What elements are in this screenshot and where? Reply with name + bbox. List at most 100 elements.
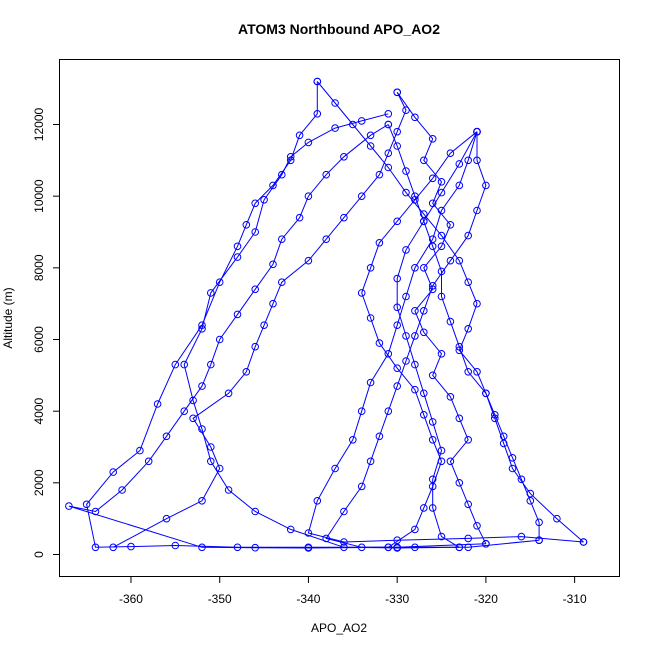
series-line bbox=[183, 113, 460, 549]
series-line bbox=[387, 124, 584, 543]
data-point bbox=[402, 167, 410, 175]
data-point bbox=[207, 457, 215, 466]
data-point bbox=[393, 88, 402, 97]
data-point bbox=[260, 196, 268, 204]
data-point bbox=[162, 432, 171, 441]
data-point bbox=[437, 231, 446, 240]
data-point bbox=[393, 127, 402, 136]
data-point bbox=[464, 231, 473, 240]
data-point bbox=[464, 156, 473, 165]
data-point bbox=[304, 529, 313, 537]
data-point bbox=[215, 464, 224, 473]
data-point bbox=[526, 489, 535, 498]
plot-frame bbox=[59, 59, 620, 577]
data-point bbox=[233, 253, 242, 261]
data-point bbox=[153, 400, 162, 408]
data-point bbox=[393, 303, 402, 312]
data-point bbox=[278, 278, 286, 287]
data-point bbox=[455, 479, 464, 487]
data-point bbox=[384, 543, 393, 552]
series-line bbox=[112, 92, 407, 548]
data-point bbox=[340, 538, 348, 546]
data-point bbox=[144, 457, 153, 466]
data-point bbox=[269, 299, 277, 308]
series-line bbox=[68, 124, 389, 549]
data-point bbox=[198, 425, 206, 433]
data-point bbox=[402, 292, 410, 301]
y-axis: 0 2000 4000 6000 8000 10000 12000 bbox=[32, 107, 60, 558]
data-point bbox=[349, 436, 357, 444]
data-point bbox=[215, 278, 224, 287]
series-line bbox=[325, 131, 540, 548]
data-point bbox=[198, 382, 206, 390]
data-point bbox=[411, 385, 419, 394]
data-point bbox=[393, 544, 402, 552]
data-point bbox=[455, 414, 464, 423]
data-point bbox=[313, 77, 322, 86]
data-point bbox=[464, 543, 473, 552]
data-point bbox=[233, 242, 242, 251]
data-point bbox=[322, 235, 331, 243]
data-point bbox=[366, 378, 375, 387]
data-point bbox=[473, 368, 481, 376]
data-point bbox=[464, 436, 473, 444]
data-point bbox=[420, 307, 428, 315]
data-point bbox=[357, 192, 366, 200]
data-point bbox=[286, 525, 295, 534]
data-point bbox=[322, 170, 331, 179]
data-point bbox=[357, 289, 366, 297]
data-point bbox=[304, 138, 313, 147]
data-point bbox=[366, 264, 375, 272]
data-point bbox=[420, 217, 428, 226]
data-point bbox=[91, 543, 100, 552]
data-point bbox=[109, 468, 117, 476]
data-point bbox=[384, 149, 393, 157]
series-line bbox=[396, 131, 478, 548]
data-point bbox=[366, 142, 375, 150]
data-point bbox=[464, 500, 473, 509]
data-point bbox=[393, 364, 402, 373]
data-point bbox=[242, 368, 251, 376]
data-point bbox=[420, 504, 428, 512]
series-line bbox=[307, 131, 584, 543]
data-point bbox=[384, 120, 393, 129]
data-point bbox=[446, 393, 455, 401]
data-point bbox=[207, 443, 215, 451]
chart-title: ATOM3 Northbound APO_AO2 bbox=[238, 21, 440, 37]
data-point bbox=[579, 538, 588, 546]
data-point bbox=[304, 544, 313, 552]
x-axis: -360 -350 -340 -330 -320 -310 bbox=[119, 576, 587, 606]
data-point bbox=[189, 396, 197, 405]
data-point bbox=[251, 342, 259, 351]
data-point bbox=[286, 153, 295, 161]
data-point bbox=[553, 514, 561, 523]
data-point bbox=[340, 153, 348, 161]
data-point bbox=[278, 235, 286, 243]
data-point bbox=[393, 321, 402, 330]
data-point bbox=[304, 192, 313, 200]
data-point bbox=[420, 210, 428, 218]
data-point bbox=[420, 411, 428, 419]
data-point bbox=[162, 514, 171, 523]
data-point bbox=[428, 371, 437, 380]
data-point bbox=[428, 282, 437, 290]
y-tick-label: 8000 bbox=[32, 254, 46, 281]
data-point bbox=[375, 432, 384, 441]
data-point bbox=[207, 360, 215, 369]
data-point bbox=[331, 124, 339, 132]
data-point bbox=[411, 360, 419, 369]
data-point bbox=[251, 199, 259, 208]
data-point bbox=[473, 522, 481, 530]
data-point bbox=[437, 188, 446, 197]
data-point bbox=[224, 389, 233, 398]
x-tick-label: -340 bbox=[296, 592, 320, 606]
series-line bbox=[396, 92, 487, 545]
data-point bbox=[375, 239, 384, 247]
data-point bbox=[180, 360, 188, 369]
data-point bbox=[482, 181, 490, 190]
data-point bbox=[215, 335, 224, 344]
data-point bbox=[455, 543, 464, 552]
data-point bbox=[233, 310, 242, 319]
data-point bbox=[224, 486, 233, 494]
